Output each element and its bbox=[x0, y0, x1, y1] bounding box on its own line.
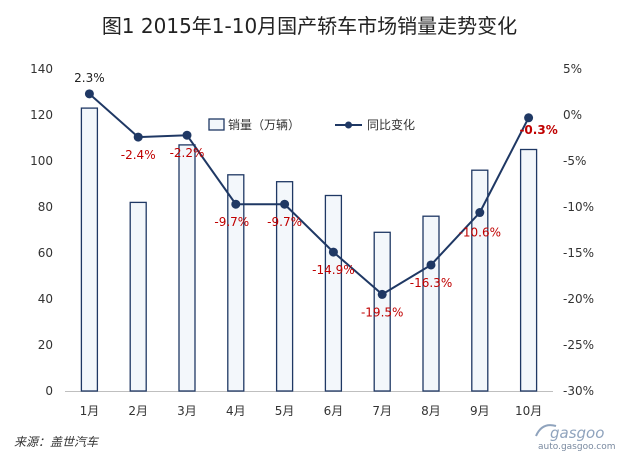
legend-bar-label: 销量（万辆） bbox=[228, 118, 300, 132]
x-tick-label: 5月 bbox=[275, 404, 295, 418]
y-right-tick-label: -15% bbox=[563, 246, 594, 260]
point-yoy bbox=[280, 199, 290, 209]
y-right-tick-label: 5% bbox=[563, 62, 582, 76]
x-tick-label: 7月 bbox=[372, 404, 392, 418]
point-yoy bbox=[231, 199, 241, 209]
x-tick-label: 1月 bbox=[80, 404, 100, 418]
y-right-tick-label: -30% bbox=[563, 384, 594, 398]
point-yoy bbox=[328, 247, 338, 257]
data-label-yoy: -2.4% bbox=[121, 148, 156, 162]
label-layer: 2.3% -2.4% -2.2% -9.7% -9.7% -14.9% -19.5% -16.… bbox=[74, 71, 558, 320]
x-tick-label: 4月 bbox=[226, 404, 246, 418]
gasgoo-logo-icon: gasgoo bbox=[535, 424, 604, 442]
point-yoy bbox=[475, 208, 485, 218]
x-tick-label: 6月 bbox=[324, 404, 344, 418]
bar-sales bbox=[129, 201, 147, 392]
y-right-tick-label: -25% bbox=[563, 338, 594, 352]
y-left-tick-label: 60 bbox=[38, 246, 53, 260]
bar-sales bbox=[275, 181, 294, 392]
point-yoy bbox=[133, 132, 143, 142]
point-yoy bbox=[426, 260, 436, 270]
data-label-yoy: -19.5% bbox=[361, 305, 403, 319]
axis-layer: 0 20 40 60 80 100 120 140 -30% -25% -20% -15% -10% -5… bbox=[30, 62, 594, 418]
legend-line-marker bbox=[345, 121, 352, 129]
bar-sales bbox=[324, 194, 343, 392]
x-tick-label: 10月 bbox=[515, 404, 542, 418]
data-label-yoy: -9.7% bbox=[267, 215, 302, 229]
point-yoy bbox=[84, 89, 94, 99]
bar-layer bbox=[80, 107, 538, 392]
data-label-yoy: -0.3% bbox=[519, 123, 557, 137]
legend-layer: 销量（万辆） 同比变化 bbox=[208, 117, 415, 132]
y-right-tick-label: -20% bbox=[563, 292, 594, 306]
y-right-tick-label: -5% bbox=[563, 154, 586, 168]
bar-sales bbox=[422, 215, 440, 392]
legend-bar-swatch bbox=[208, 118, 225, 131]
data-label-yoy: -16.3% bbox=[410, 276, 452, 290]
y-left-tick-label: 120 bbox=[30, 108, 53, 122]
point-yoy bbox=[377, 289, 387, 299]
y-right-tick-label: -10% bbox=[563, 200, 594, 214]
watermark-url: auto.gasgoo.com bbox=[538, 442, 616, 452]
y-left-tick-label: 80 bbox=[38, 200, 53, 214]
bar-sales bbox=[178, 144, 196, 392]
bar-sales bbox=[227, 174, 245, 392]
bar-sales bbox=[373, 231, 391, 392]
y-left-tick-label: 40 bbox=[38, 292, 53, 306]
watermark-brand: gasgoo bbox=[550, 424, 604, 442]
y-left-tick-label: 100 bbox=[30, 154, 53, 168]
legend-line-label: 同比变化 bbox=[367, 117, 415, 132]
x-tick-label: 9月 bbox=[470, 404, 490, 418]
y-left-tick-label: 0 bbox=[45, 384, 53, 398]
y-left-tick-label: 140 bbox=[30, 62, 53, 76]
point-yoy bbox=[182, 130, 192, 140]
x-tick-label: 8月 bbox=[421, 404, 441, 418]
source-note: 来源：盖世汽车 bbox=[14, 435, 99, 449]
data-label-yoy: 2.3% bbox=[74, 71, 105, 85]
point-yoy bbox=[524, 113, 534, 123]
bar-sales bbox=[519, 148, 538, 392]
data-label-yoy: -10.6% bbox=[459, 226, 501, 240]
line-yoy-change bbox=[88, 93, 530, 296]
bar-sales bbox=[80, 107, 99, 392]
data-label-yoy: -9.7% bbox=[214, 215, 249, 229]
line-layer bbox=[84, 89, 534, 299]
data-label-yoy: -14.9% bbox=[312, 263, 354, 277]
x-tick-label: 2月 bbox=[128, 404, 148, 418]
y-right-tick-label: 0% bbox=[563, 108, 582, 122]
data-label-yoy: -2.2% bbox=[170, 146, 205, 160]
bar-sales bbox=[471, 169, 489, 392]
x-tick-label: 3月 bbox=[177, 404, 197, 418]
chart-title: 图1 2015年1-10月国产轿车市场销量走势变化 bbox=[101, 14, 518, 38]
y-left-tick-label: 20 bbox=[38, 338, 53, 352]
watermark-logo: gasgoo auto.gasgoo.com bbox=[532, 418, 616, 456]
